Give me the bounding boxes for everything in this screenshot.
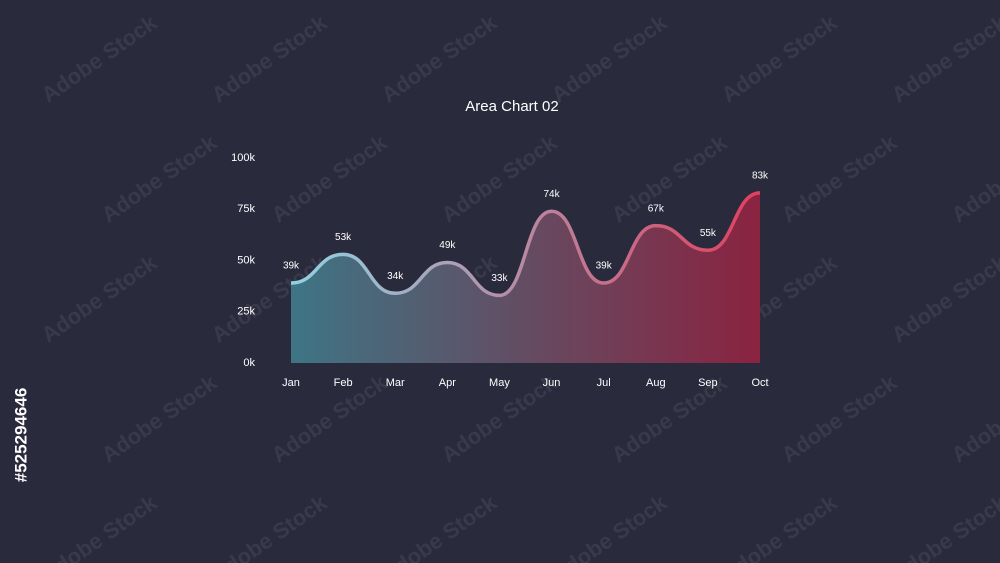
data-label: 39k: [283, 261, 300, 272]
chart-title: Area Chart 02: [465, 98, 558, 115]
area-line: [290, 191, 761, 298]
x-tick-label: Oct: [751, 377, 768, 389]
data-label: 53k: [335, 232, 352, 243]
data-label: 49k: [439, 240, 456, 251]
data-label: 39k: [596, 261, 613, 272]
y-tick-label: 0k: [243, 357, 255, 369]
x-tick-label: Apr: [439, 377, 456, 389]
x-tick-label: Jun: [543, 377, 561, 389]
x-tick-label: May: [489, 377, 510, 389]
data-label: 55k: [700, 228, 717, 239]
x-tick-label: Aug: [646, 377, 666, 389]
y-tick-label: 75k: [237, 203, 255, 215]
y-tick-label: 25k: [237, 306, 255, 318]
data-label: 74k: [543, 189, 560, 200]
area-fill: [291, 192, 760, 363]
x-tick-label: Jan: [282, 377, 300, 389]
data-label: 83k: [752, 170, 769, 181]
x-tick-label: Sep: [698, 377, 718, 389]
x-tick-label: Jul: [597, 377, 611, 389]
data-label: 67k: [648, 203, 665, 214]
y-tick-label: 50k: [237, 254, 255, 266]
x-tick-label: Mar: [386, 377, 405, 389]
y-tick-label: 100k: [231, 152, 255, 164]
data-label: 33k: [491, 273, 508, 284]
data-label: 34k: [387, 271, 404, 282]
stock-id: #525294646: [11, 388, 30, 483]
x-tick-label: Feb: [334, 377, 353, 389]
